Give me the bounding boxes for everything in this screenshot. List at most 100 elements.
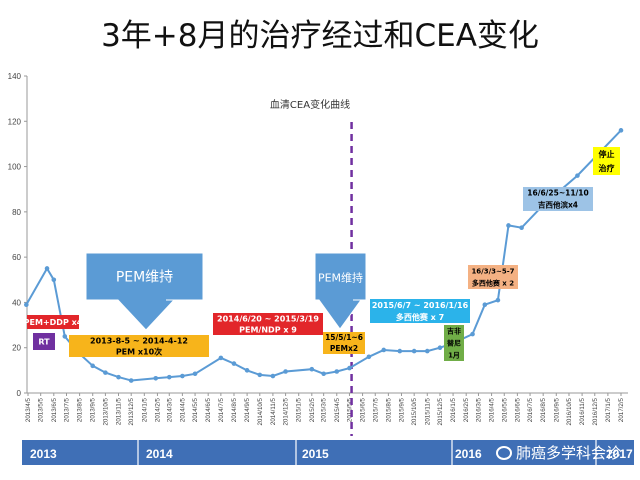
data-point <box>411 348 417 354</box>
y-tick-label: 0 <box>17 389 22 398</box>
x-tick-label: 2016/9/5 <box>553 397 560 422</box>
data-point <box>347 365 352 371</box>
data-point <box>103 370 108 375</box>
y-tick-label: 100 <box>8 163 22 172</box>
x-tick-label: 2016/1/5 <box>450 397 457 422</box>
annotation-text: 16/6/25~11/10 <box>527 189 588 198</box>
annotation-box <box>370 299 470 323</box>
data-point <box>470 331 475 337</box>
x-tick-label: 2013/8/5 <box>77 397 84 422</box>
x-tick-label: 2016/2/5 <box>463 397 470 422</box>
annotation-text: 2013-8-5 ~ 2014-4-12 <box>90 336 188 345</box>
x-tick-label: 2014/3/5 <box>166 397 173 422</box>
data-point <box>44 266 50 271</box>
annotation-text: 多西他赛 x 2 <box>472 279 514 288</box>
x-tick-label: 2015/8/5 <box>385 397 392 422</box>
data-point <box>62 334 68 339</box>
data-point <box>51 277 57 283</box>
x-tick-label: 2013/6/5 <box>51 397 58 422</box>
data-point <box>506 223 511 228</box>
y-tick-label: 120 <box>8 117 22 126</box>
x-tick-label: 2014/6/5 <box>205 397 212 422</box>
annotation-text: 吉西他滨x4 <box>538 200 578 210</box>
wechat-icon <box>496 445 512 460</box>
data-point <box>244 368 250 373</box>
annotation-text: 治疗 <box>599 163 615 173</box>
data-point <box>575 173 580 178</box>
annotation-box <box>27 315 79 329</box>
data-point <box>495 297 501 303</box>
x-tick-label: 2015/2/5 <box>309 397 316 422</box>
x-tick-label: 2013/9/5 <box>90 397 97 422</box>
slide-title: 3年+8月的治疗经过和CEA变化 <box>101 18 539 54</box>
annotation-text: 吉非 <box>447 327 461 336</box>
x-tick-label: 2017/1/5 <box>605 397 612 422</box>
annotation-text: PEM+DDP x4 <box>24 318 83 327</box>
year-label: 2015 <box>302 447 329 461</box>
data-point <box>309 366 315 372</box>
x-tick-label: 2013/11/5 <box>116 397 123 425</box>
data-point <box>116 374 121 380</box>
data-point <box>397 348 403 354</box>
callout-label: PEM维持 <box>116 270 173 286</box>
x-tick-label: 2014/1/5 <box>141 397 148 422</box>
data-point <box>153 375 159 381</box>
annotation-text: 15/5/1~6 <box>325 333 363 342</box>
x-tick-label: 2014/11/5 <box>270 397 277 425</box>
annotation-text: 多西他赛 x 7 <box>396 312 444 322</box>
chart-axes: 0 20 40 60 80 100 120 140 2013/4/5 2013/5/5 2013/6… <box>8 72 628 426</box>
annotation-text: RT <box>38 337 50 346</box>
data-point <box>270 373 276 379</box>
data-point <box>519 225 524 231</box>
x-tick-label: 2015/6/5 <box>360 397 367 422</box>
x-tick-label: 2014/12/5 <box>283 397 290 425</box>
x-tick-label: 2016/10/5 <box>566 397 573 425</box>
x-tick-label: 2015/5/5 <box>346 397 353 422</box>
annotation-text: 2014/6/20 ~ 2015/3/19 <box>217 314 319 323</box>
data-point <box>482 302 488 307</box>
x-tick-label: 2016/6/5 <box>514 397 521 422</box>
x-tick-label: 2016/11/5 <box>579 397 586 425</box>
annotation-text: PEMx2 <box>330 344 358 353</box>
x-tick-label: 2015/11/5 <box>424 397 431 425</box>
year-label: 2016 <box>455 447 482 461</box>
data-point <box>90 363 96 369</box>
y-tick-label: 40 <box>12 298 21 307</box>
year-band: 2013 2014 2015 2016 2017 <box>22 440 634 465</box>
callout-label: PEM维持 <box>318 271 363 285</box>
annotation-box <box>33 333 55 350</box>
x-tick-label: 2016/12/5 <box>592 397 599 425</box>
y-tick-label: 20 <box>12 344 21 353</box>
x-tick-label: 2013/10/5 <box>102 397 109 425</box>
callout-shape <box>314 252 367 330</box>
x-tick-label: 2015/7/5 <box>372 397 379 422</box>
y-tick-label: 80 <box>12 208 21 217</box>
year-label: 2014 <box>146 447 173 461</box>
x-tick-label: 2015/10/5 <box>411 397 418 425</box>
data-point <box>218 355 224 361</box>
data-point <box>166 374 172 380</box>
x-tick-label: 2016/4/5 <box>489 397 496 422</box>
x-tick-label: 2013/12/5 <box>128 397 135 425</box>
y-tick-label: 60 <box>12 253 21 262</box>
x-tick-label: 2013/7/5 <box>63 397 70 422</box>
callouts: PEM维持 PEM维持 <box>85 252 367 331</box>
x-tick-label: 2014/4/5 <box>179 397 186 422</box>
x-tick-label: 2014/10/5 <box>257 397 264 425</box>
annotation-text: 停止 <box>599 149 615 159</box>
watermark: 肺癌多学科会诊 <box>496 441 640 465</box>
x-tick-label: 2015/12/5 <box>437 397 444 425</box>
x-tick-label: 2016/5/5 <box>501 397 508 422</box>
y-tick-label: 140 <box>8 72 22 81</box>
cea-series <box>24 128 624 383</box>
data-point <box>618 128 624 133</box>
annotation-box <box>468 265 518 289</box>
annotation-text: 16/3/3~5-7 <box>471 268 514 276</box>
chart-title: 血清CEA变化曲线 <box>270 98 350 111</box>
x-tick-label: 2015/1/5 <box>296 397 303 422</box>
x-tick-label: 2014/5/5 <box>192 397 199 422</box>
data-point <box>192 371 198 377</box>
annotation-box <box>323 332 365 354</box>
